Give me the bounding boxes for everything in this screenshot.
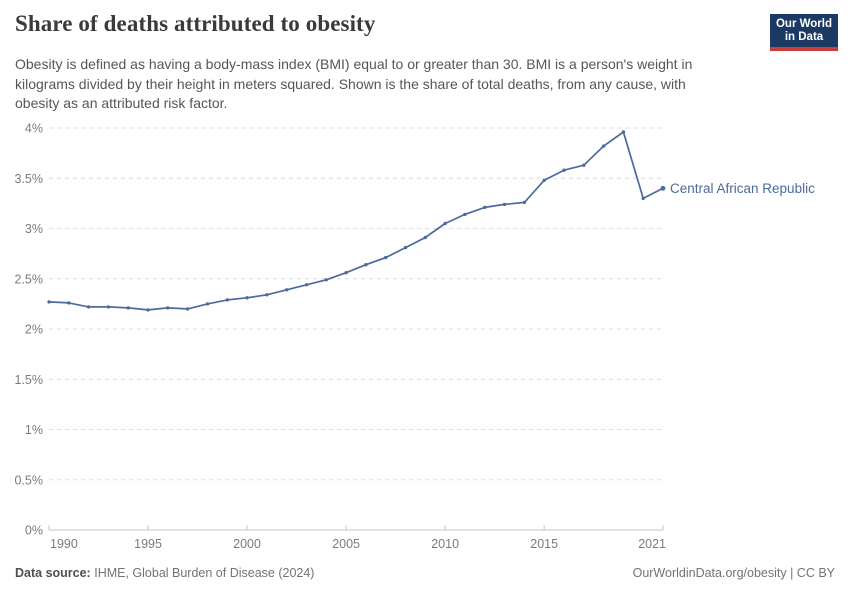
data-point[interactable] [384, 255, 388, 260]
data-point[interactable] [285, 288, 289, 292]
data-point[interactable] [502, 202, 507, 207]
y-tick-label: 2% [25, 323, 43, 337]
data-line[interactable] [48, 131, 664, 311]
data-point[interactable] [621, 130, 626, 134]
owid-logo-line2: in Data [784, 31, 824, 43]
data-point[interactable] [106, 305, 111, 309]
data-point[interactable] [245, 296, 249, 300]
data-point[interactable] [185, 307, 190, 311]
data-point[interactable] [47, 300, 51, 304]
y-tick-label: 2.5% [15, 272, 44, 286]
x-tick-label: 1995 [134, 537, 162, 551]
x-tick-label: 2005 [332, 537, 360, 551]
y-tick-label: 3.5% [15, 172, 44, 186]
data-point[interactable] [423, 235, 427, 240]
y-tick-label: 3% [25, 222, 43, 236]
subtitle-line: kilograms divided by their height in met… [15, 75, 686, 92]
x-tick-label: 2021 [638, 537, 666, 551]
y-tick-label: 4% [25, 122, 43, 136]
data-point[interactable] [562, 168, 566, 172]
data-point[interactable] [205, 302, 210, 306]
y-tick-label: 1% [25, 423, 43, 437]
y-tick-label: 0% [25, 524, 43, 538]
data-point[interactable] [542, 178, 546, 182]
subtitle-line: Obesity is defined as having a body-mass… [15, 56, 693, 72]
x-tick-label: 2015 [530, 537, 558, 551]
x-tick-label: 2010 [431, 537, 459, 551]
license-link[interactable]: OurWorldinData.org/obesity | CC BY [632, 566, 835, 580]
owid-logo-line1: Our World [775, 18, 832, 30]
data-point[interactable] [463, 212, 467, 217]
data-point[interactable] [304, 283, 309, 287]
data-point[interactable] [483, 205, 487, 210]
data-point[interactable] [582, 163, 586, 167]
data-point[interactable] [522, 200, 527, 205]
owid-logo[interactable]: Our World in Data [770, 14, 838, 51]
data-point[interactable] [126, 306, 130, 310]
x-tick-label: 1990 [50, 537, 78, 551]
data-point[interactable] [403, 245, 408, 250]
y-tick-label: 0.5% [15, 473, 44, 487]
data-point[interactable] [641, 196, 645, 201]
data-point[interactable] [265, 293, 269, 297]
data-point[interactable] [660, 185, 666, 191]
data-point[interactable] [601, 144, 606, 148]
series-end-label[interactable]: Central African Republic [670, 181, 815, 196]
data-source-value: IHME, Global Burden of Disease (2024) [94, 566, 315, 580]
data-point[interactable] [443, 221, 447, 226]
data-source: Data source: IHME, Global Burden of Dise… [15, 566, 314, 580]
data-point[interactable] [86, 305, 91, 309]
line-chart[interactable]: 0% 0.5% 1% 1.5% 2% 2.5% 3% 3.5% 4% 1990 1995 2000 20… [0, 110, 850, 562]
data-point[interactable] [67, 301, 71, 305]
data-point[interactable] [225, 298, 229, 302]
chart-footer: Data source: IHME, Global Burden of Dise… [15, 566, 835, 580]
data-source-label: Data source: [15, 566, 91, 580]
x-tick-label: 2000 [233, 537, 261, 551]
page-title: Share of deaths attributed to obesity [15, 11, 376, 36]
data-point[interactable] [166, 306, 170, 310]
y-tick-label: 1.5% [15, 373, 44, 387]
data-point[interactable] [344, 271, 348, 275]
data-point[interactable] [364, 263, 368, 267]
chart-subtitle: Obesity is defined as having a body-mass… [15, 55, 692, 114]
subtitle-line: obesity as an attributed risk factor. [15, 95, 228, 111]
data-point[interactable] [324, 278, 328, 282]
data-point[interactable] [146, 308, 150, 312]
